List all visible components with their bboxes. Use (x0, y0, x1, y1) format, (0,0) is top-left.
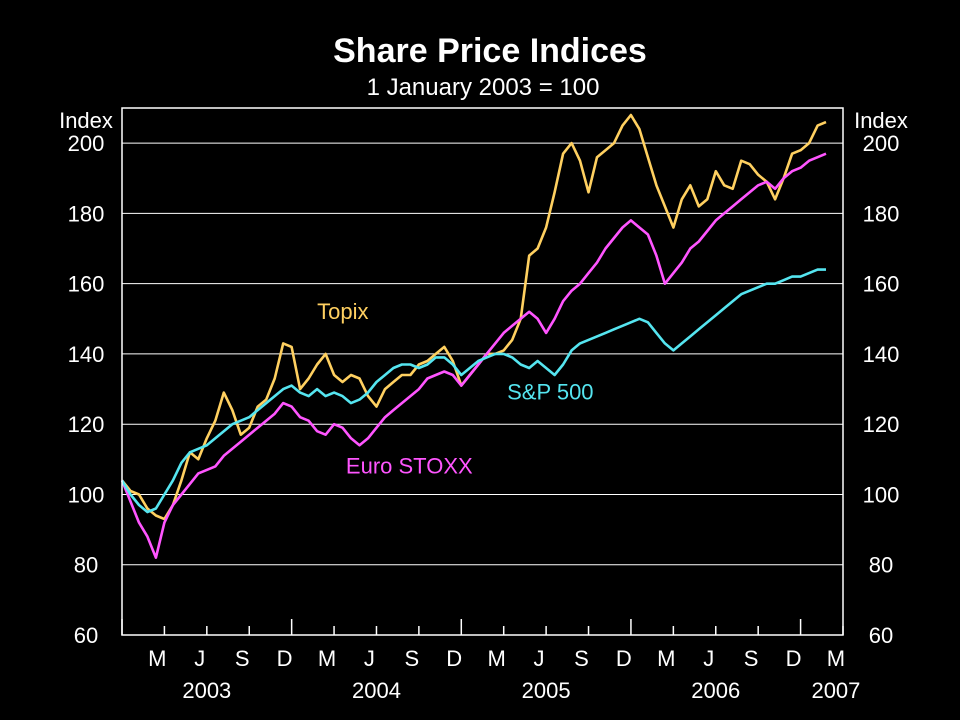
x-month-label-16: M (827, 646, 845, 671)
x-month-label-9: J (534, 646, 545, 671)
axis-ticks: 60 60 80 80 100 100 120 120 140 140 160 160 180 180 20… (68, 131, 900, 703)
x-month-label-5: J (364, 646, 375, 671)
x-month-label-3: D (277, 646, 293, 671)
y-tick-right-80: 80 (869, 553, 893, 578)
series-lines (120, 113, 827, 560)
y-tick-right-60: 60 (869, 623, 893, 648)
y-tick-right-120: 120 (863, 412, 900, 437)
y-tick-right-140: 140 (863, 342, 900, 367)
x-month-label-6: S (404, 646, 419, 671)
x-month-label-13: J (703, 646, 714, 671)
y-tick-right-180: 180 (863, 201, 900, 226)
x-month-label-2: S (235, 646, 250, 671)
y-axis-label-left: Index (59, 108, 113, 133)
chart-subtitle: 1 January 2003 = 100 (367, 74, 600, 101)
y-tick-left-140: 140 (68, 342, 105, 367)
x-month-label-10: S (574, 646, 589, 671)
x-month-label-7: D (446, 646, 462, 671)
y-tick-right-100: 100 (863, 482, 900, 507)
x-month-label-12: M (657, 646, 675, 671)
x-month-label-1: J (194, 646, 205, 671)
x-year-label-2006: 2006 (691, 678, 740, 703)
x-year-label-2005: 2005 (522, 678, 571, 703)
x-month-label-8: M (487, 646, 505, 671)
y-tick-right-160: 160 (863, 272, 900, 297)
series-line-2 (120, 268, 826, 514)
series-annotations: Topix S&P 500 Euro STOXX (317, 299, 593, 479)
y-tick-right-200: 200 (863, 131, 900, 156)
x-month-label-0: M (148, 646, 166, 671)
y-tick-left-100: 100 (68, 482, 105, 507)
y-tick-left-200: 200 (68, 131, 105, 156)
x-year-label-2004: 2004 (352, 678, 401, 703)
series-label-2: Euro STOXX (346, 453, 473, 478)
y-axis-label-right: Index (854, 108, 908, 133)
x-month-label-15: D (786, 646, 802, 671)
x-year-label-2003: 2003 (182, 678, 231, 703)
plot-frame (121, 107, 844, 636)
series-line-1 (120, 152, 827, 560)
y-tick-left-180: 180 (68, 201, 105, 226)
y-tick-left-120: 120 (68, 412, 105, 437)
x-month-label-14: S (744, 646, 759, 671)
x-month-label-4: M (318, 646, 336, 671)
series-label-1: S&P 500 (507, 380, 593, 405)
y-tick-left-80: 80 (74, 553, 98, 578)
series-label-0: Topix (317, 299, 368, 324)
x-year-label-2007: 2007 (811, 678, 860, 703)
y-tick-left-60: 60 (74, 623, 98, 648)
chart-title: Share Price Indices (333, 32, 647, 70)
y-tick-left-160: 160 (68, 272, 105, 297)
x-month-label-11: D (616, 646, 632, 671)
series-line-0 (120, 113, 827, 521)
gridlines (122, 142, 843, 566)
